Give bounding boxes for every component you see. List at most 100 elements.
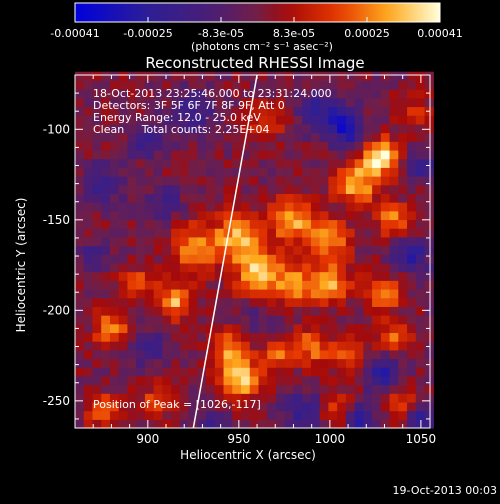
annotation-time-range: 18-Oct-2013 23:25:46.000 to 23:31:24.000	[93, 87, 332, 100]
heatmap-cell	[380, 262, 391, 273]
heatmap-cell	[345, 280, 356, 290]
heatmap-cell	[109, 375, 120, 386]
heatmap-cell	[275, 184, 286, 194]
heatmap-cell	[232, 245, 242, 255]
heatmap-cell	[75, 297, 85, 307]
heatmap-cell	[153, 97, 163, 108]
heatmap-cell	[75, 245, 85, 255]
heatmap-cell	[415, 332, 426, 342]
heatmap-cell	[293, 410, 303, 420]
heatmap-cell	[319, 167, 330, 177]
heatmap-cell	[232, 167, 242, 177]
heatmap-cell	[75, 123, 85, 134]
heatmap-cell	[179, 280, 190, 290]
heatmap-cell	[136, 115, 146, 125]
heatmap-cell	[258, 115, 268, 125]
heatmap-cell	[223, 176, 233, 186]
heatmap-cell	[101, 193, 111, 203]
heatmap-cell	[328, 132, 338, 142]
heatmap-cell	[153, 228, 163, 238]
heatmap-cell	[162, 80, 172, 90]
heatmap-cell	[92, 167, 102, 177]
heatmap-cell	[241, 419, 251, 429]
heatmap-cell	[92, 184, 102, 194]
heatmap-cell	[293, 349, 303, 360]
heatmap-cell	[214, 375, 225, 386]
heatmap-cell	[136, 141, 146, 151]
heatmap-cell	[171, 149, 181, 160]
heatmap-cell	[345, 323, 356, 334]
heatmap-cell	[293, 123, 303, 134]
heatmap-cell	[214, 106, 225, 116]
heatmap-cell	[179, 401, 190, 412]
heatmap-cell	[267, 245, 277, 255]
heatmap-cell	[101, 149, 111, 160]
heatmap-cell	[415, 262, 426, 273]
heatmap-cell	[319, 358, 330, 368]
heatmap-cell	[127, 384, 137, 394]
heatmap-cell	[275, 236, 286, 247]
heatmap-cell	[372, 123, 382, 134]
heatmap-cell	[249, 315, 260, 325]
heatmap-cell	[354, 80, 364, 90]
heatmap-cell	[101, 401, 111, 412]
heatmap-cell	[363, 384, 373, 394]
heatmap-cell	[302, 141, 312, 151]
heatmap-cell	[319, 262, 330, 273]
heatmap-cell	[398, 219, 408, 229]
heatmap-cell	[249, 288, 260, 299]
heatmap-cell	[284, 97, 295, 108]
heatmap-cell	[302, 375, 312, 386]
heatmap-cell	[179, 184, 190, 194]
colorbar-tick-label: -8.3e-05	[198, 27, 244, 40]
heatmap-cell	[153, 254, 163, 264]
heatmap-cell	[101, 323, 111, 334]
heatmap-cell	[258, 332, 268, 342]
heatmap-cell	[337, 80, 347, 90]
heatmap-cell	[267, 401, 277, 412]
heatmap-cell	[214, 401, 225, 412]
heatmap-cell	[75, 115, 85, 125]
heatmap-cell	[249, 367, 260, 377]
heatmap-cell	[258, 280, 268, 290]
heatmap-cell	[241, 410, 251, 420]
heatmap-cell	[354, 167, 364, 177]
heatmap-cell	[424, 358, 434, 368]
heatmap-cell	[136, 149, 146, 160]
heatmap-cell	[136, 315, 146, 325]
heatmap-cell	[118, 262, 129, 273]
heatmap-cell	[319, 288, 330, 299]
heatmap-cell	[284, 167, 295, 177]
heatmap-cell	[319, 106, 330, 116]
heatmap-cell	[92, 358, 102, 368]
heatmap-cell	[354, 349, 364, 360]
heatmap-cell	[275, 202, 286, 212]
heatmap-cell	[337, 219, 347, 229]
heatmap-cell	[118, 97, 129, 108]
heatmap-cell	[293, 375, 303, 386]
heatmap-cell	[293, 141, 303, 151]
heatmap-cell	[328, 393, 338, 403]
heatmap-cell	[363, 71, 373, 82]
heatmap-cell	[389, 375, 399, 386]
heatmap-cell	[319, 367, 330, 377]
heatmap-cell	[232, 341, 242, 351]
heatmap-cell	[153, 297, 163, 307]
heatmap-cell	[118, 193, 129, 203]
heatmap-cell	[293, 367, 303, 377]
heatmap-cell	[127, 297, 137, 307]
heatmap-cell	[310, 141, 321, 151]
heatmap-cell	[162, 401, 172, 412]
heatmap-cell	[337, 132, 347, 142]
heatmap-cell	[179, 410, 190, 420]
heatmap-cell	[101, 123, 111, 134]
heatmap-cell	[267, 297, 277, 307]
heatmap-cell	[136, 202, 146, 212]
heatmap-cell	[223, 367, 233, 377]
heatmap-cell	[372, 297, 382, 307]
heatmap-cell	[258, 349, 268, 360]
heatmap-cell	[389, 236, 399, 247]
heatmap-cell	[144, 210, 155, 221]
heatmap-cell	[319, 89, 330, 99]
heatmap-cell	[319, 323, 330, 334]
